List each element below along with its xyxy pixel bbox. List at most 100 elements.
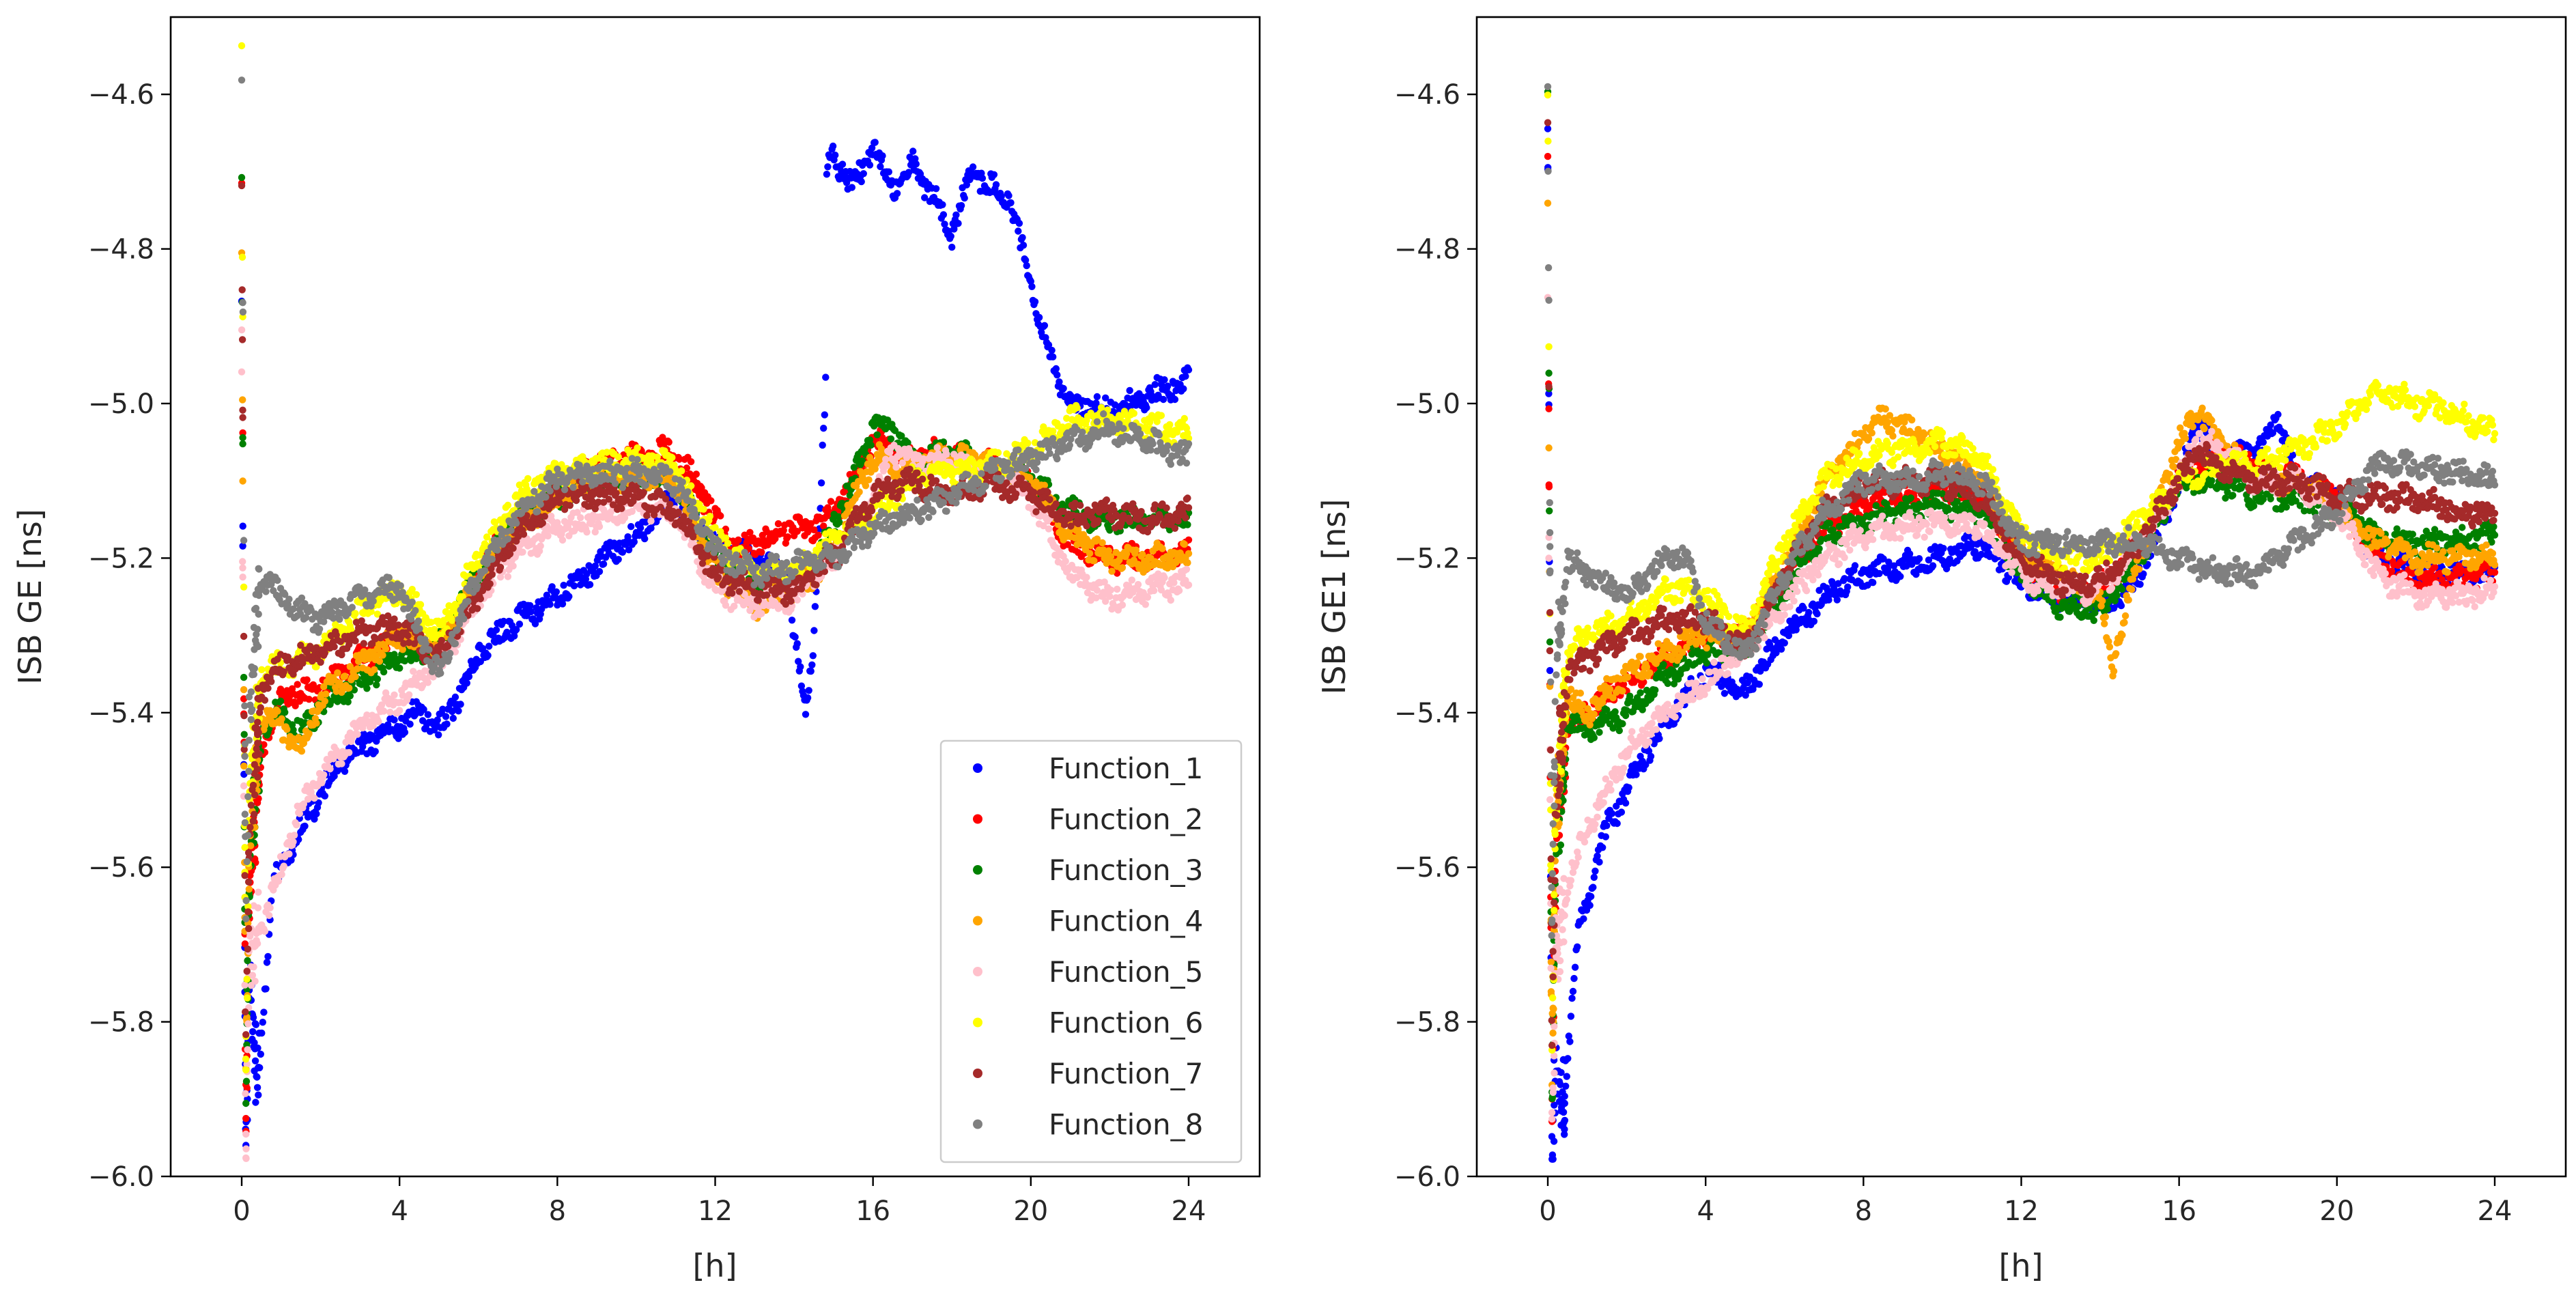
data-point xyxy=(893,190,901,197)
data-point xyxy=(871,139,879,146)
data-point xyxy=(1118,601,1127,609)
data-point xyxy=(384,721,392,729)
data-point xyxy=(997,193,1005,200)
data-point xyxy=(294,681,301,688)
data-point xyxy=(511,632,518,640)
data-point xyxy=(243,975,251,983)
data-point xyxy=(1049,353,1057,361)
data-point xyxy=(1021,256,1030,264)
data-point xyxy=(239,434,246,442)
data-point xyxy=(793,528,801,535)
data-point xyxy=(346,692,354,700)
data-point xyxy=(245,886,253,893)
data-point xyxy=(595,523,604,531)
data-point xyxy=(416,601,425,608)
data-point xyxy=(396,707,404,714)
data-point xyxy=(1087,400,1094,408)
data-point xyxy=(382,645,390,653)
data-point xyxy=(278,715,285,722)
data-point xyxy=(341,673,349,680)
data-point xyxy=(665,438,673,446)
data-point xyxy=(1060,384,1067,393)
data-point xyxy=(1062,557,1069,565)
data-point xyxy=(591,562,599,570)
data-point xyxy=(239,574,246,581)
data-point xyxy=(303,676,311,683)
data-point xyxy=(253,939,261,948)
data-point xyxy=(242,1056,250,1063)
data-point xyxy=(941,221,948,228)
data-point xyxy=(808,661,816,668)
data-point xyxy=(1093,587,1101,594)
data-point xyxy=(1127,402,1135,410)
data-point xyxy=(846,492,854,499)
data-point xyxy=(345,684,353,692)
data-point xyxy=(240,695,248,703)
data-point xyxy=(301,822,309,830)
data-point xyxy=(558,600,567,608)
data-point xyxy=(338,760,345,767)
data-point xyxy=(240,673,248,681)
data-point xyxy=(373,675,381,683)
data-point xyxy=(240,782,248,790)
data-point xyxy=(1183,565,1191,573)
data-point xyxy=(405,691,413,698)
data-point xyxy=(238,326,246,334)
data-point xyxy=(793,640,801,647)
data-point xyxy=(952,211,960,218)
data-point xyxy=(313,720,320,727)
data-point xyxy=(371,666,378,673)
data-point xyxy=(904,439,911,447)
data-point xyxy=(240,583,248,591)
data-point xyxy=(526,602,534,610)
data-point xyxy=(396,664,404,672)
data-point xyxy=(565,593,573,600)
data-point xyxy=(969,163,977,171)
data-point xyxy=(630,538,638,546)
data-point xyxy=(939,211,948,218)
data-point xyxy=(1175,587,1183,595)
data-point xyxy=(824,163,832,171)
data-point xyxy=(443,720,451,728)
data-point xyxy=(683,464,691,472)
data-point xyxy=(963,181,971,188)
data-point xyxy=(866,161,874,169)
data-point xyxy=(320,771,328,778)
data-point xyxy=(240,731,248,738)
data-point xyxy=(449,714,457,722)
data-point xyxy=(577,514,584,522)
data-point xyxy=(887,435,895,442)
data-point xyxy=(1052,365,1060,373)
data-point xyxy=(258,1029,266,1037)
data-point xyxy=(735,536,742,543)
data-point xyxy=(570,582,578,590)
data-point xyxy=(451,693,459,701)
data-point xyxy=(252,1099,259,1106)
data-point xyxy=(879,152,886,160)
data-point xyxy=(375,718,382,726)
data-point xyxy=(749,534,757,542)
data-point xyxy=(543,591,551,599)
data-point xyxy=(1180,385,1187,393)
data-point xyxy=(1161,376,1168,384)
data-point xyxy=(405,649,413,656)
data-point xyxy=(636,524,645,532)
data-point xyxy=(264,952,272,961)
data-point xyxy=(823,171,831,178)
data-point xyxy=(240,686,248,694)
data-point xyxy=(1185,550,1193,557)
data-point xyxy=(784,533,792,541)
data-point xyxy=(892,464,900,471)
data-point xyxy=(947,232,954,240)
data-point xyxy=(1171,395,1179,404)
data-point xyxy=(1045,525,1053,533)
data-point xyxy=(1108,567,1116,575)
data-point xyxy=(838,160,847,168)
data-point xyxy=(614,556,622,563)
data-point xyxy=(277,697,285,705)
data-point xyxy=(731,602,738,610)
data-point xyxy=(1041,322,1049,329)
data-point xyxy=(263,959,271,966)
data-point xyxy=(283,726,291,733)
data-point xyxy=(537,542,544,550)
